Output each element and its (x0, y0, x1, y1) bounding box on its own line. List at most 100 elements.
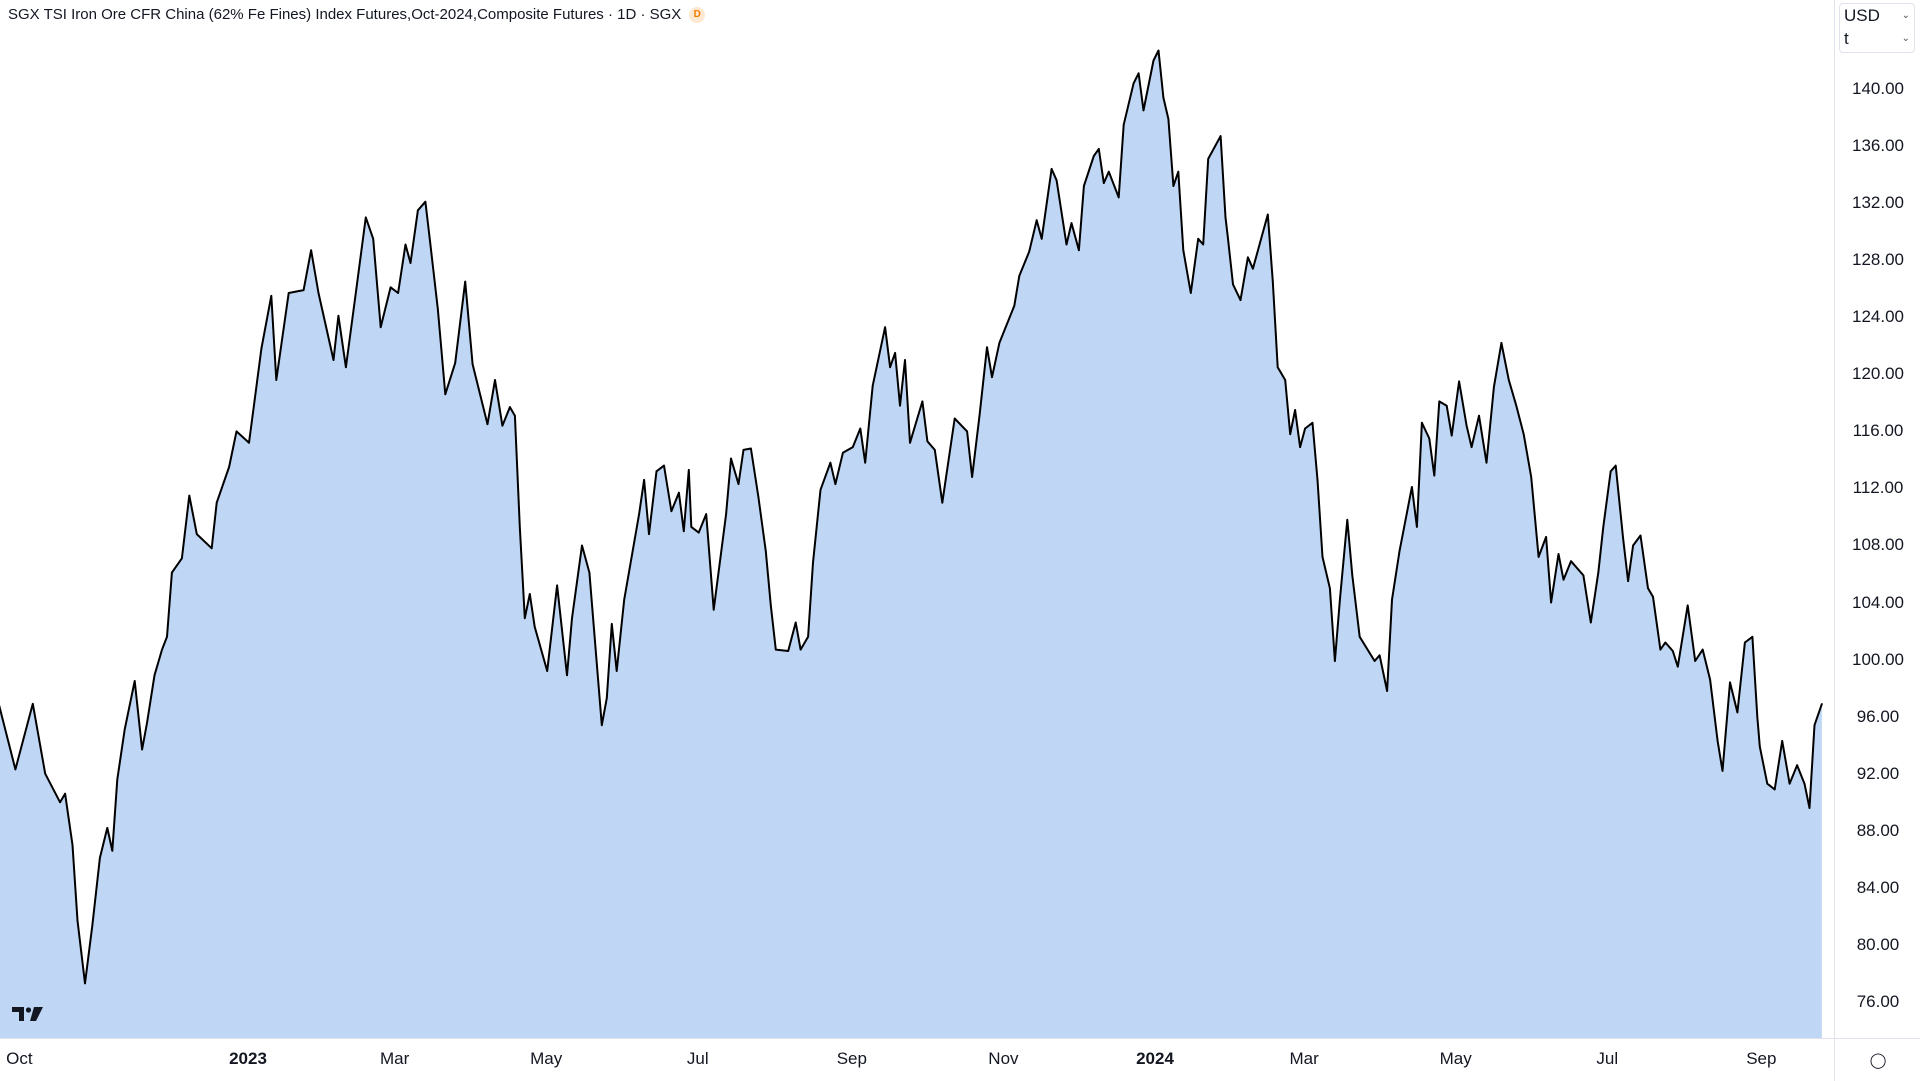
data-point (581, 544, 583, 547)
data-point (623, 598, 625, 601)
data-point (750, 447, 752, 450)
data-point (1557, 553, 1560, 555)
data-point (775, 648, 777, 651)
data-point (1478, 414, 1480, 417)
unit-select[interactable]: t ⌄ (1844, 29, 1910, 48)
data-point (1465, 424, 1468, 427)
time-tick-label: Nov (988, 1049, 1019, 1068)
price-tick-label: 100.00 (1852, 649, 1904, 669)
data-point (454, 362, 457, 364)
delayed-data-badge[interactable]: D (689, 6, 706, 23)
data-point (871, 384, 874, 387)
data-point (986, 346, 988, 349)
data-point (1219, 135, 1222, 137)
data-point (571, 617, 573, 619)
data-point (1545, 536, 1547, 538)
data-point (389, 286, 392, 289)
time-tick-label: 2023 (229, 1049, 267, 1068)
time-tick-label: 2024 (1136, 1049, 1174, 1068)
data-point (1602, 526, 1605, 528)
data-point (1751, 636, 1754, 638)
data-point (1167, 118, 1170, 120)
data-point (834, 483, 837, 485)
data-point (1428, 437, 1431, 440)
price-tick-label: 80.00 (1856, 934, 1900, 954)
currency-unit-selector[interactable]: USD ⌄ t ⌄ (1839, 3, 1915, 53)
data-point (275, 379, 278, 381)
data-point (1398, 550, 1401, 552)
data-point (1272, 280, 1274, 283)
data-point (337, 315, 340, 317)
data-point (71, 844, 74, 846)
data-point (556, 584, 558, 587)
data-point (807, 636, 809, 638)
price-tick-label: 128.00 (1852, 250, 1904, 270)
price-chart[interactable] (0, 0, 1834, 1038)
data-point (712, 608, 715, 611)
data-point (705, 513, 707, 515)
tradingview-logo[interactable] (12, 1005, 44, 1023)
data-point (533, 626, 536, 628)
data-point (1821, 703, 1823, 705)
data-point (424, 200, 427, 203)
data-point (1316, 479, 1319, 481)
price-tick-label: 96.00 (1856, 706, 1900, 726)
data-point (663, 464, 665, 467)
data-point (64, 792, 66, 795)
data-point (1284, 379, 1286, 381)
data-point (1652, 596, 1654, 598)
data-point (1142, 109, 1145, 112)
data-point (889, 366, 891, 369)
data-point (84, 982, 86, 985)
data-point (355, 292, 357, 294)
data-point (864, 461, 866, 464)
data-point (1304, 427, 1306, 430)
time-tick-label: Sep (1746, 1049, 1777, 1068)
data-point (941, 501, 944, 504)
time-tick-label: Sep (836, 1049, 867, 1068)
data-point (1132, 82, 1135, 85)
currency-select[interactable]: USD ⌄ (1844, 6, 1910, 25)
data-point (770, 604, 772, 607)
data-point (812, 561, 814, 564)
data-point (1803, 782, 1806, 785)
data-point (471, 363, 474, 366)
data-point (1672, 650, 1674, 652)
data-point (1677, 665, 1679, 668)
time-tick-label: Oct (6, 1049, 33, 1068)
chart-settings-button[interactable]: ◯ (1834, 1038, 1920, 1081)
price-tick-label: 112.00 (1852, 478, 1904, 498)
data-point (1013, 305, 1016, 307)
data-point (1550, 601, 1552, 604)
chart-title: SGX TSI Iron Ore CFR China (62% Fe Fines… (8, 6, 706, 23)
data-point (1508, 379, 1510, 381)
price-tick-label: 104.00 (1852, 592, 1904, 612)
data-point (1686, 604, 1689, 607)
data-point (1224, 216, 1227, 219)
data-point (1391, 598, 1393, 601)
data-point (1421, 422, 1423, 424)
data-point (904, 359, 906, 361)
data-point (372, 238, 375, 240)
time-tick-label: May (1439, 1049, 1472, 1068)
data-point (317, 292, 320, 294)
price-axis[interactable]: 140.00 136.00 132.00 128.00 124.00 120.00 116.… (1834, 0, 1920, 1038)
data-point (1582, 574, 1585, 577)
data-point (141, 748, 143, 751)
data-point (1055, 179, 1058, 182)
data-point (1078, 249, 1080, 251)
price-tick-label: 108.00 (1852, 535, 1904, 555)
data-point (379, 326, 382, 329)
gear-icon: ◯ (1869, 1052, 1887, 1069)
data-point (1744, 641, 1746, 644)
data-point (1485, 461, 1488, 464)
time-axis[interactable]: Oct 2023 Mar May Jul Sep Nov 2024 Mar May Jul Sep (0, 1038, 1834, 1081)
data-point (688, 469, 690, 471)
time-tick-label: Jul (1596, 1049, 1619, 1068)
data-point (1050, 168, 1053, 170)
data-point (464, 280, 467, 283)
data-point (1018, 275, 1021, 277)
data-point (514, 414, 516, 417)
price-tick-label: 92.00 (1856, 763, 1900, 783)
data-point (1522, 433, 1525, 436)
